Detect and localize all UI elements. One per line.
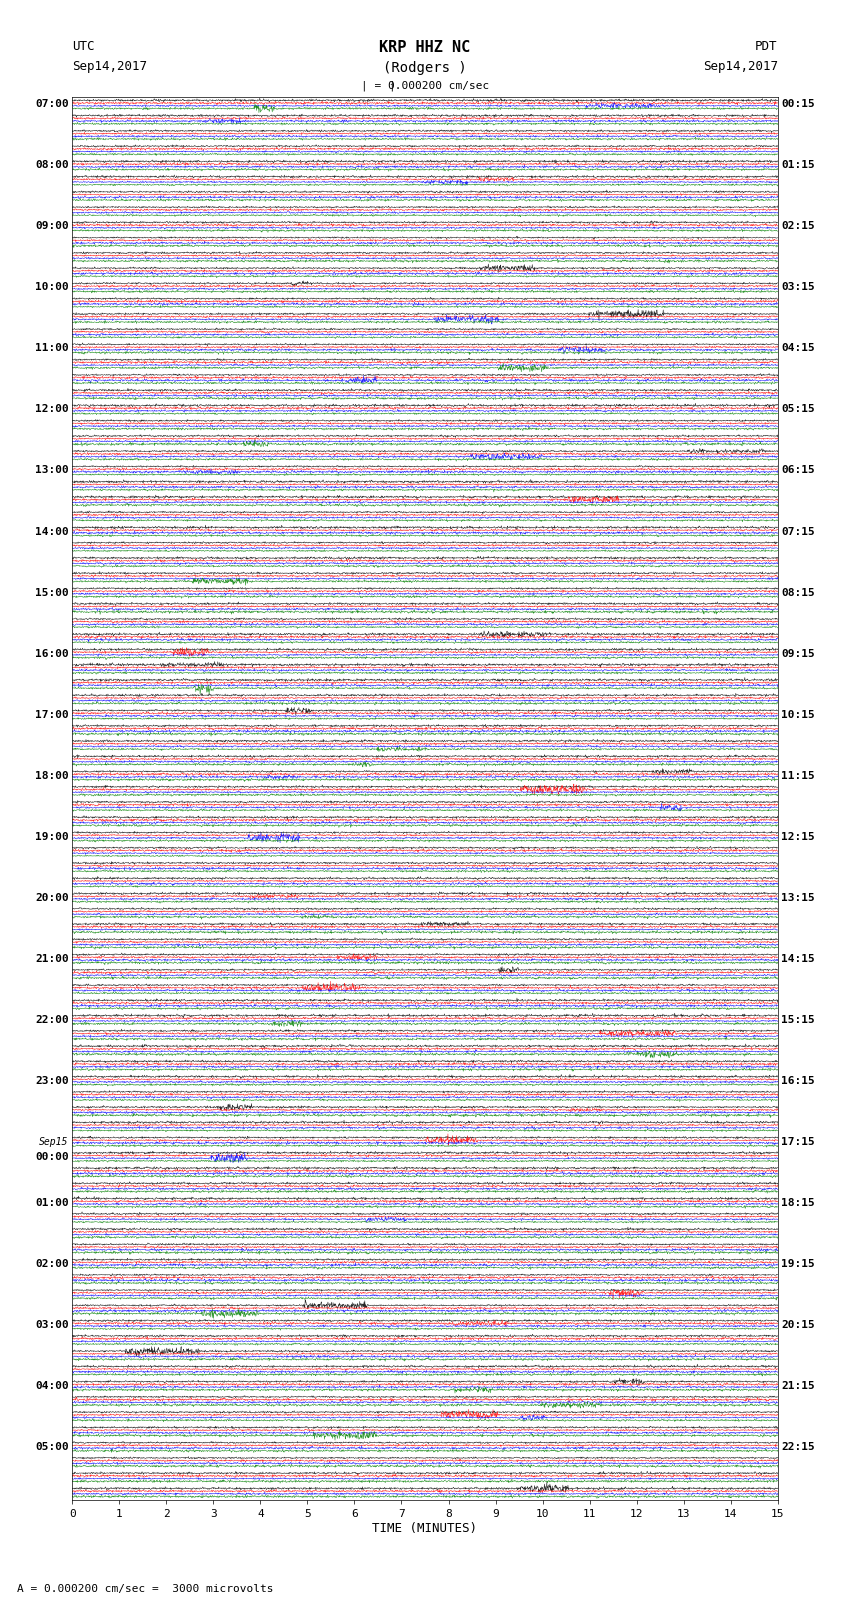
Text: 10:00: 10:00: [35, 282, 69, 292]
Text: 14:00: 14:00: [35, 526, 69, 537]
Text: 03:15: 03:15: [781, 282, 815, 292]
Text: | = 0.000200 cm/sec: | = 0.000200 cm/sec: [361, 81, 489, 92]
Text: UTC: UTC: [72, 40, 94, 53]
Text: 20:15: 20:15: [781, 1319, 815, 1329]
Text: 01:15: 01:15: [781, 160, 815, 171]
Text: 13:00: 13:00: [35, 466, 69, 476]
Text: A = 0.000200 cm/sec =  3000 microvolts: A = 0.000200 cm/sec = 3000 microvolts: [17, 1584, 274, 1594]
Text: 15:00: 15:00: [35, 587, 69, 597]
Text: 04:00: 04:00: [35, 1381, 69, 1390]
Text: 19:00: 19:00: [35, 832, 69, 842]
Text: 13:15: 13:15: [781, 892, 815, 903]
Text: 07:15: 07:15: [781, 526, 815, 537]
Text: 00:00: 00:00: [35, 1152, 69, 1161]
Text: 19:15: 19:15: [781, 1258, 815, 1269]
Text: 11:00: 11:00: [35, 344, 69, 353]
Text: 18:00: 18:00: [35, 771, 69, 781]
Text: 12:00: 12:00: [35, 405, 69, 415]
Text: 21:15: 21:15: [781, 1381, 815, 1390]
Text: (Rodgers ): (Rodgers ): [383, 61, 467, 76]
Text: 17:00: 17:00: [35, 710, 69, 719]
Text: 00:15: 00:15: [781, 100, 815, 110]
Text: 15:15: 15:15: [781, 1015, 815, 1024]
Text: Sep14,2017: Sep14,2017: [703, 60, 778, 73]
Text: 22:15: 22:15: [781, 1442, 815, 1452]
Text: 02:00: 02:00: [35, 1258, 69, 1269]
Text: 04:15: 04:15: [781, 344, 815, 353]
Text: KRP HHZ NC: KRP HHZ NC: [379, 40, 471, 55]
X-axis label: TIME (MINUTES): TIME (MINUTES): [372, 1523, 478, 1536]
Text: 09:00: 09:00: [35, 221, 69, 231]
Text: 05:00: 05:00: [35, 1442, 69, 1452]
Text: 05:15: 05:15: [781, 405, 815, 415]
Text: 17:15: 17:15: [781, 1137, 815, 1147]
Text: 10:15: 10:15: [781, 710, 815, 719]
Text: Sep14,2017: Sep14,2017: [72, 60, 147, 73]
Text: 18:15: 18:15: [781, 1197, 815, 1208]
Text: 08:15: 08:15: [781, 587, 815, 597]
Text: 02:15: 02:15: [781, 221, 815, 231]
Text: 01:00: 01:00: [35, 1197, 69, 1208]
Text: PDT: PDT: [756, 40, 778, 53]
Text: 16:00: 16:00: [35, 648, 69, 658]
Text: 14:15: 14:15: [781, 953, 815, 963]
Text: 21:00: 21:00: [35, 953, 69, 963]
Text: 12:15: 12:15: [781, 832, 815, 842]
Text: 08:00: 08:00: [35, 160, 69, 171]
Text: 06:15: 06:15: [781, 466, 815, 476]
Text: 22:00: 22:00: [35, 1015, 69, 1024]
Text: Sep15: Sep15: [39, 1137, 69, 1147]
Text: 07:00: 07:00: [35, 100, 69, 110]
Text: 16:15: 16:15: [781, 1076, 815, 1086]
Text: |: |: [388, 81, 395, 92]
Text: 11:15: 11:15: [781, 771, 815, 781]
Text: 09:15: 09:15: [781, 648, 815, 658]
Text: 23:00: 23:00: [35, 1076, 69, 1086]
Text: 03:00: 03:00: [35, 1319, 69, 1329]
Text: 20:00: 20:00: [35, 892, 69, 903]
